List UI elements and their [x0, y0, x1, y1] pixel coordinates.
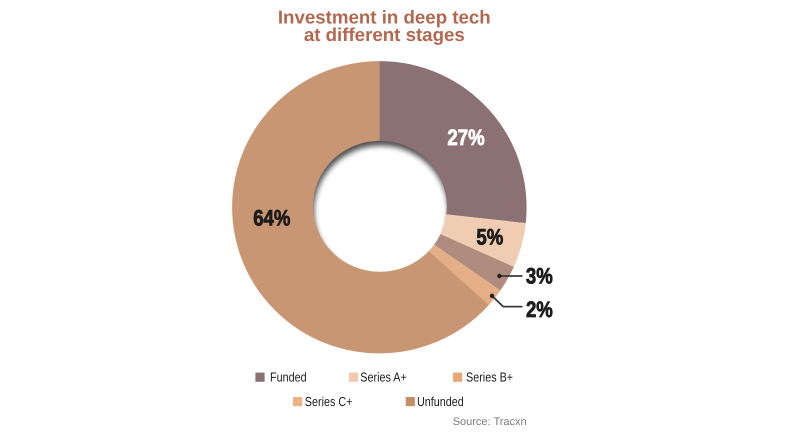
svg-text:5%: 5%	[476, 225, 503, 250]
svg-text:Series C+: Series C+	[305, 394, 353, 409]
svg-text:Series A+: Series A+	[360, 370, 406, 385]
svg-text:Investment in deep tech: Investment in deep tech	[278, 7, 491, 28]
svg-text:Series B+: Series B+	[466, 370, 513, 385]
svg-text:64%: 64%	[253, 206, 290, 231]
svg-text:at different stages: at different stages	[304, 24, 465, 45]
svg-text:2%: 2%	[526, 297, 553, 322]
svg-text:Unfunded: Unfunded	[417, 394, 464, 409]
svg-text:Funded: Funded	[270, 370, 307, 385]
svg-text:Source: Tracxn: Source: Tracxn	[453, 416, 527, 428]
svg-text:3%: 3%	[526, 263, 553, 288]
svg-text:27%: 27%	[447, 125, 484, 150]
